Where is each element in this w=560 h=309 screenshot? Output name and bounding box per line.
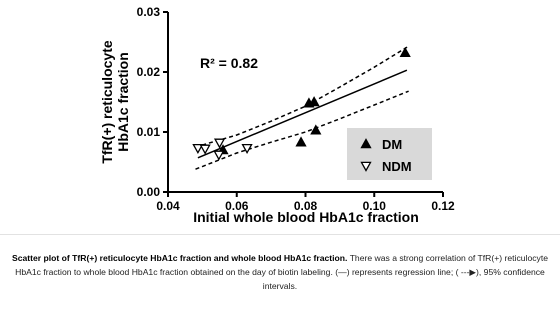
y-tick-label: 0.01 [137, 125, 161, 139]
ci-lower [195, 90, 409, 170]
legend-label: NDM [382, 159, 412, 174]
legend-label: DM [382, 137, 402, 152]
x-axis-label: Initial whole blood HbA1c fraction [193, 209, 419, 225]
x-tick-label: 0.08 [294, 199, 318, 213]
regression-line [197, 69, 408, 159]
y-tick-label: 0.00 [137, 185, 161, 199]
legend-marker [360, 138, 372, 149]
point [199, 144, 211, 155]
point [213, 138, 226, 149]
y-tick-label: 0.03 [137, 5, 161, 19]
point [241, 143, 253, 155]
x-tick-label: 0.10 [363, 199, 387, 213]
point [295, 136, 307, 147]
annotation: R² = 0.82 [200, 55, 258, 71]
point [192, 143, 204, 155]
point [213, 150, 225, 161]
y-axis-label: HbA1c fraction [115, 52, 131, 152]
x-tick-label: 0.12 [431, 199, 455, 213]
chart: Initial whole blood HbA1c fraction TfR(+… [99, 5, 455, 225]
caption: Scatter plot of TfR(+) reticulocyte HbA1… [0, 234, 560, 309]
x-tick-label: 0.04 [156, 199, 180, 213]
legend-marker [360, 161, 372, 172]
x-tick-label: 0.06 [225, 199, 249, 213]
y-axis-label: TfR(+) reticulocyte [99, 40, 115, 164]
y-tick-label: 0.02 [137, 65, 161, 79]
point [308, 96, 320, 107]
ci-upper [195, 45, 410, 148]
caption-text: There was a strong correlation of TfR(+)… [15, 253, 548, 291]
legend-box [347, 128, 432, 180]
caption-title: Scatter plot of TfR(+) reticulocyte HbA1… [12, 253, 348, 263]
point [310, 124, 322, 135]
point [399, 46, 411, 58]
